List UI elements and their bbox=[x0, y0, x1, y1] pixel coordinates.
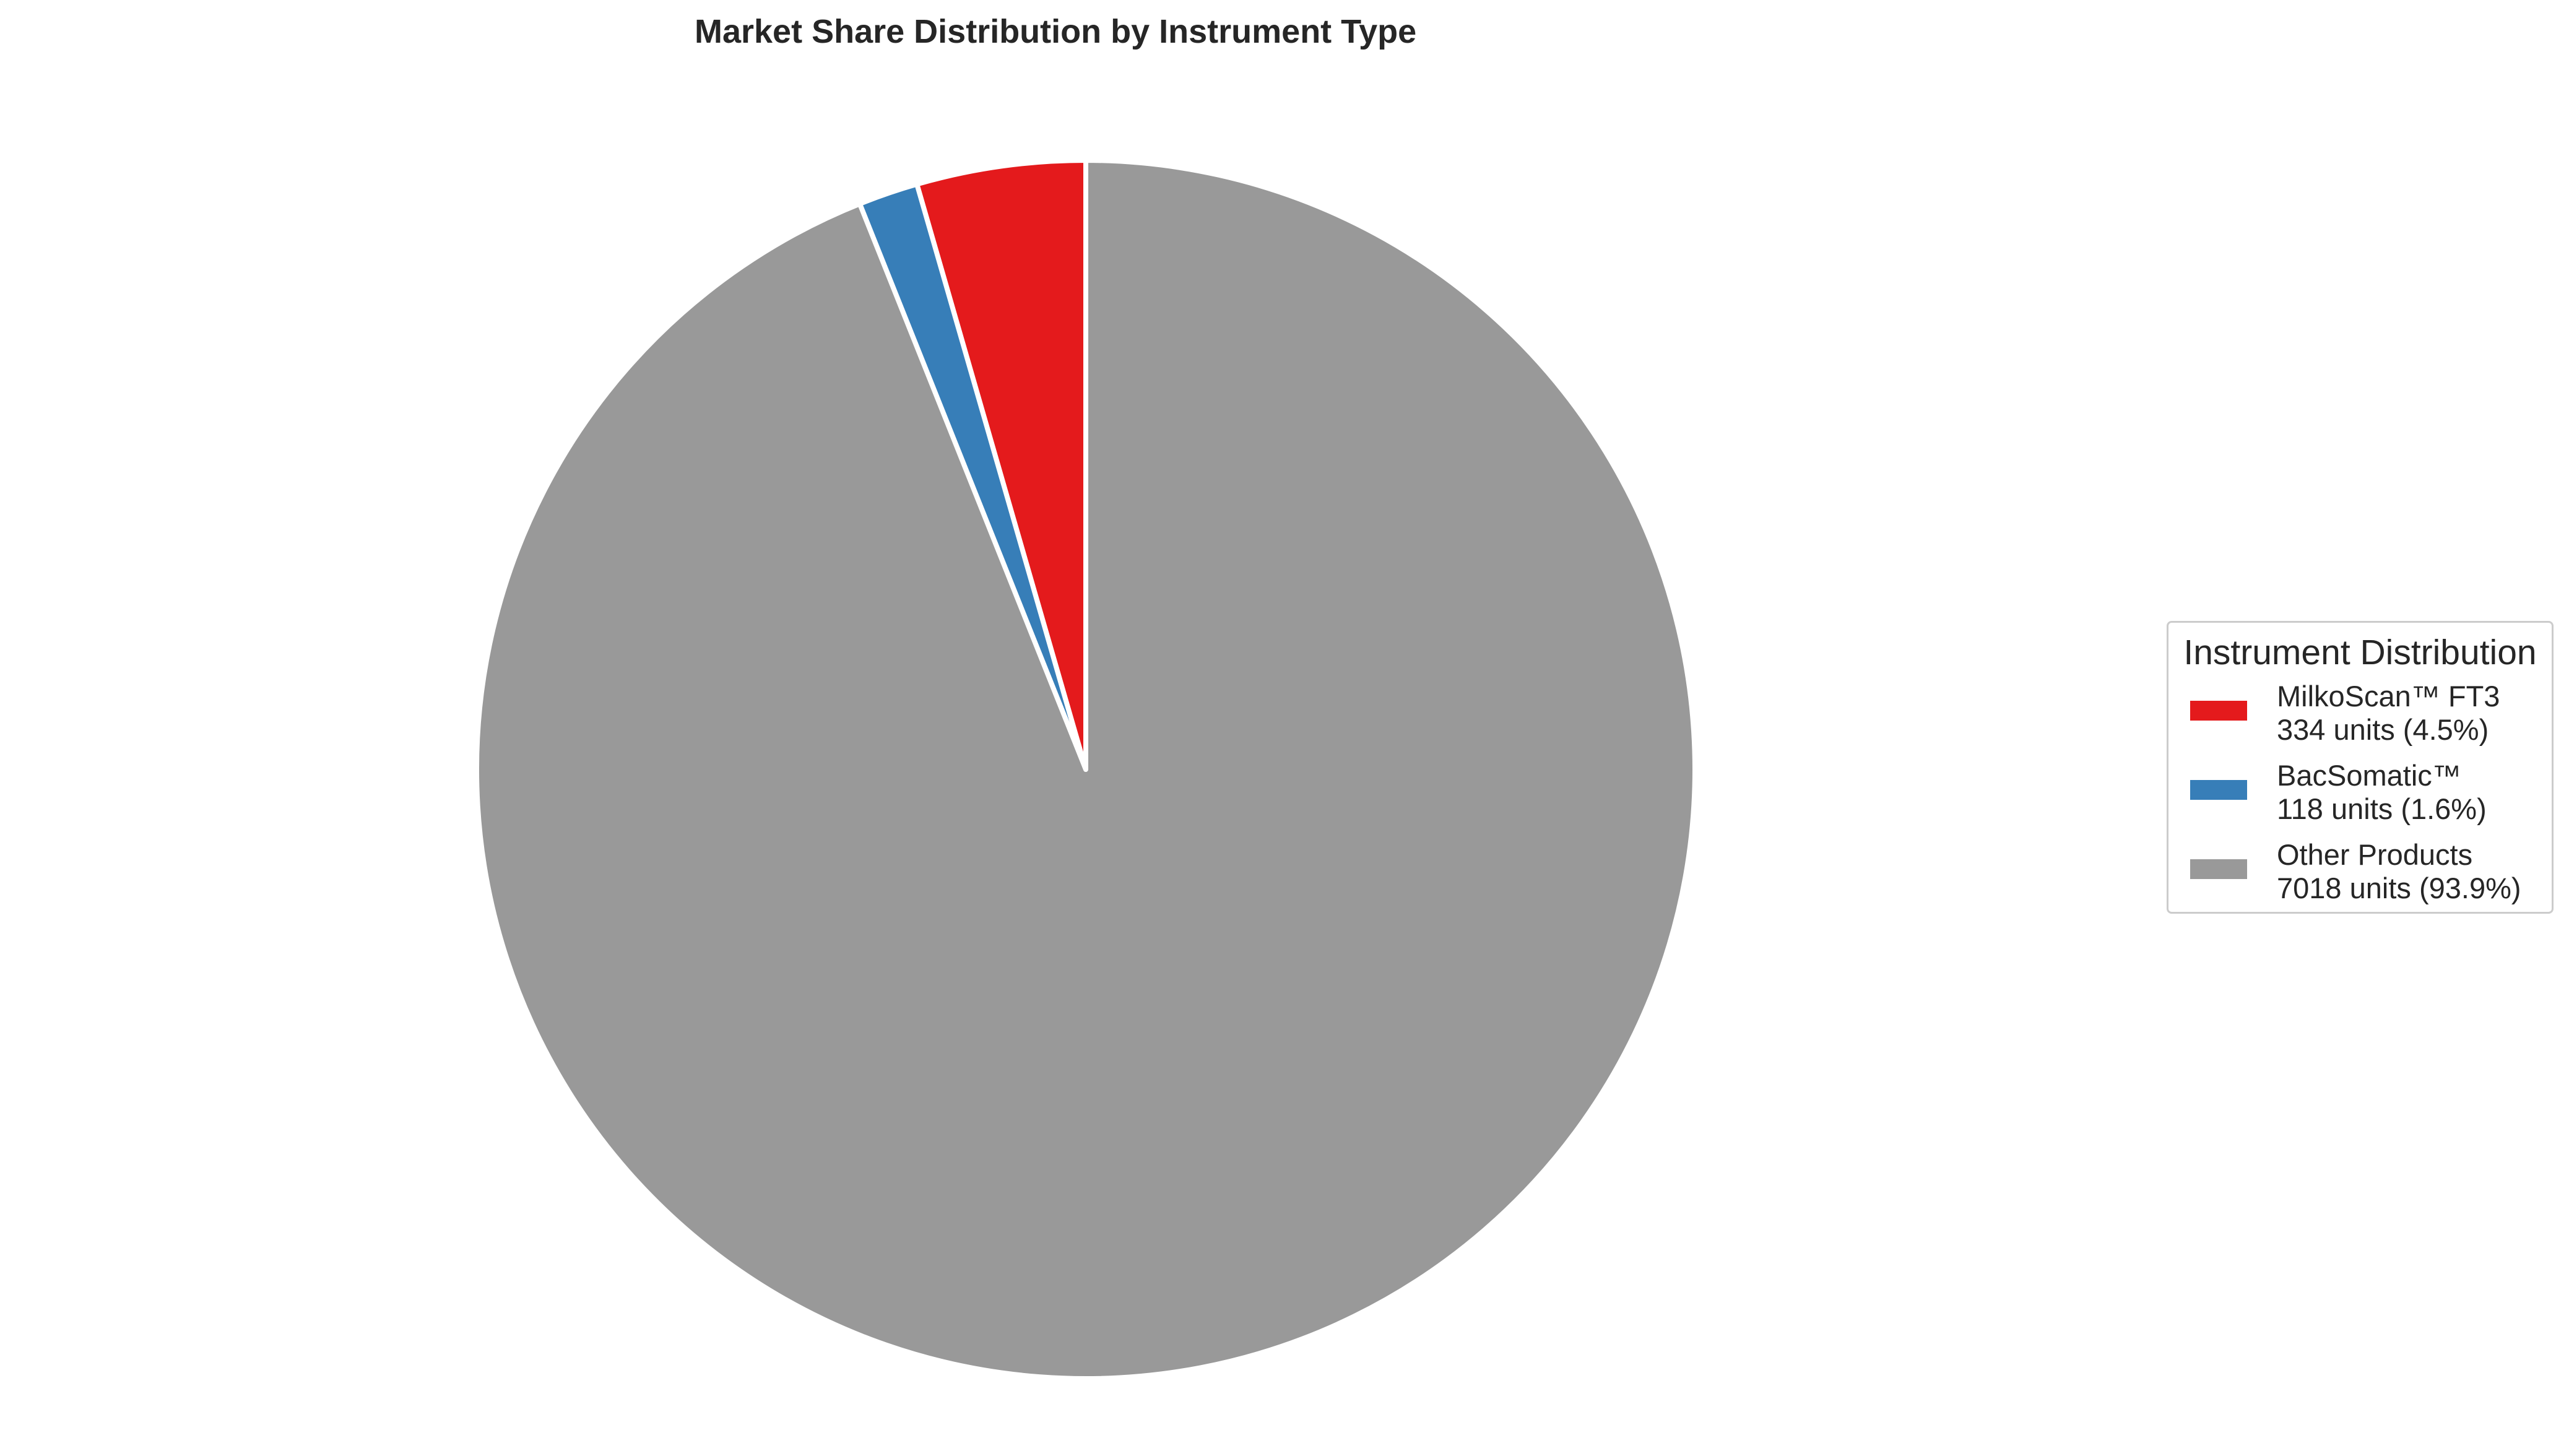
legend-text-milkoscan: MilkoScan™ FT3 334 units (4.5%) bbox=[2277, 680, 2500, 747]
legend-units-bacsomatic: 118 units (1.6%) bbox=[2277, 792, 2487, 825]
pie-slice-other-products bbox=[474, 158, 1697, 1381]
legend-label-bacsomatic: BacSomatic™ bbox=[2277, 759, 2461, 792]
legend-label-other-products: Other Products bbox=[2277, 838, 2473, 871]
legend-swatch-milkoscan bbox=[2190, 701, 2247, 721]
legend-label-milkoscan: MilkoScan™ FT3 bbox=[2277, 680, 2500, 713]
legend-item-other-products: Other Products 7018 units (93.9%) bbox=[2190, 838, 2549, 909]
legend-swatch-bacsomatic bbox=[2190, 780, 2247, 800]
legend-units-other-products: 7018 units (93.9%) bbox=[2277, 872, 2521, 904]
legend-title: Instrument Distribution bbox=[2183, 633, 2537, 672]
legend-swatch-other-products bbox=[2190, 859, 2247, 879]
legend-text-other-products: Other Products 7018 units (93.9%) bbox=[2277, 838, 2521, 905]
legend: Instrument Distribution MilkoScan™ FT3 3… bbox=[2167, 621, 2554, 914]
legend-item-bacsomatic: BacSomatic™ 118 units (1.6%) bbox=[2190, 759, 2549, 830]
legend-text-bacsomatic: BacSomatic™ 118 units (1.6%) bbox=[2277, 759, 2487, 826]
legend-units-milkoscan: 334 units (4.5%) bbox=[2277, 713, 2489, 746]
chart-title: Market Share Distribution by Instrument … bbox=[695, 13, 1417, 50]
legend-item-milkoscan: MilkoScan™ FT3 334 units (4.5%) bbox=[2190, 680, 2549, 751]
